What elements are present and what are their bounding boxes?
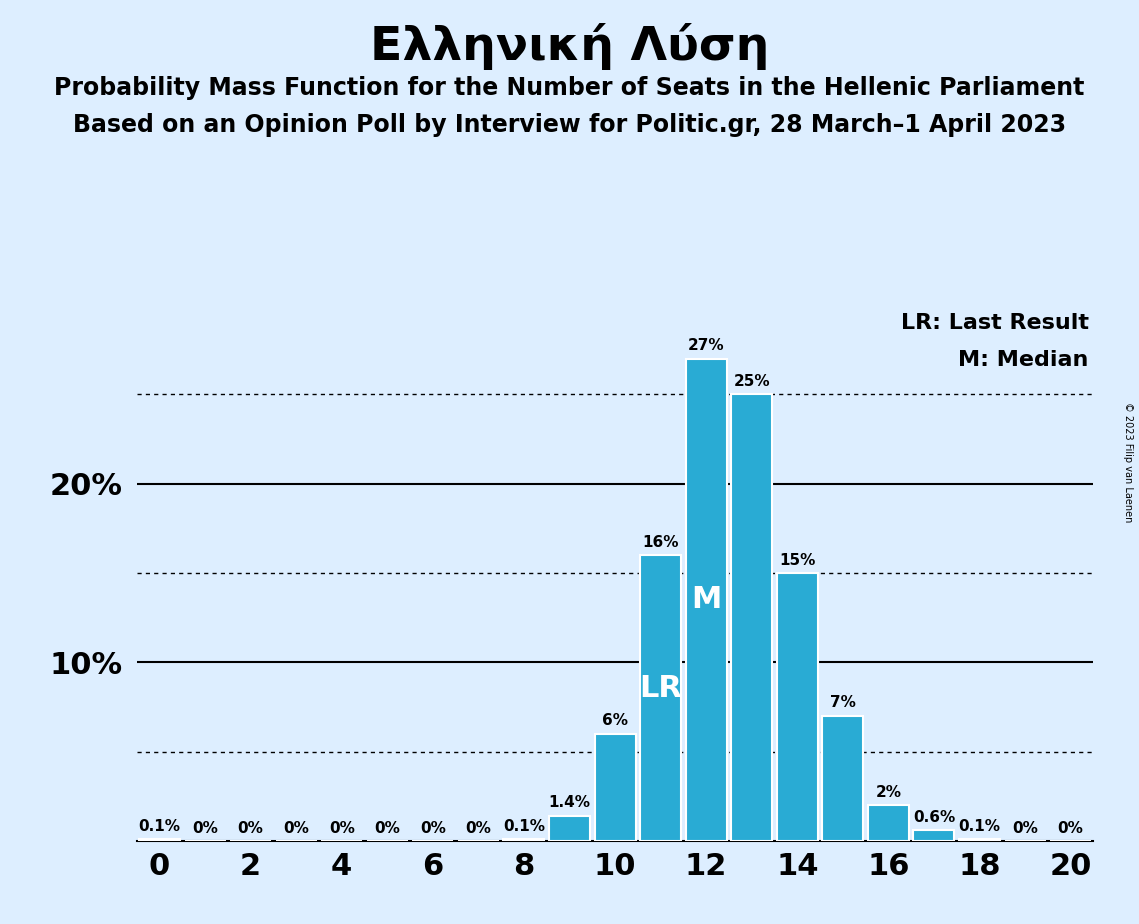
Bar [549,816,590,841]
Text: 6%: 6% [603,713,628,728]
Text: 0%: 0% [192,821,218,836]
Text: 0%: 0% [1058,821,1083,836]
Text: M: Median: M: Median [958,350,1089,371]
Bar [868,805,909,841]
Bar [913,830,954,841]
Text: 0%: 0% [1013,821,1038,836]
Text: 0%: 0% [284,821,309,836]
Bar [731,395,772,841]
Text: 0%: 0% [420,821,445,836]
Text: M: M [691,585,721,614]
Text: Based on an Opinion Poll by Interview for Politic.gr, 28 March–1 April 2023: Based on an Opinion Poll by Interview fo… [73,113,1066,137]
Text: © 2023 Filip van Laenen: © 2023 Filip van Laenen [1123,402,1133,522]
Text: LR: LR [639,675,682,703]
Bar [139,839,180,841]
Text: 16%: 16% [642,535,679,550]
Bar [686,359,727,841]
Text: 0%: 0% [466,821,491,836]
Bar [822,716,863,841]
Bar [503,839,544,841]
Text: Ελληνική Λύση: Ελληνική Λύση [370,23,769,70]
Bar [595,734,636,841]
Text: 0.6%: 0.6% [912,809,956,825]
Text: 0%: 0% [238,821,263,836]
Bar [777,573,818,841]
Bar [959,839,1000,841]
Text: 25%: 25% [734,374,770,389]
Bar [640,555,681,841]
Text: 0.1%: 0.1% [503,819,544,833]
Text: 0%: 0% [375,821,400,836]
Text: 1.4%: 1.4% [549,796,590,810]
Text: 7%: 7% [830,696,855,711]
Text: LR: Last Result: LR: Last Result [901,313,1089,333]
Text: 0.1%: 0.1% [959,819,1000,833]
Text: 0.1%: 0.1% [139,819,180,833]
Text: 15%: 15% [779,553,816,567]
Text: 27%: 27% [688,338,724,353]
Text: 0%: 0% [329,821,354,836]
Text: Probability Mass Function for the Number of Seats in the Hellenic Parliament: Probability Mass Function for the Number… [55,76,1084,100]
Text: 2%: 2% [876,784,901,800]
